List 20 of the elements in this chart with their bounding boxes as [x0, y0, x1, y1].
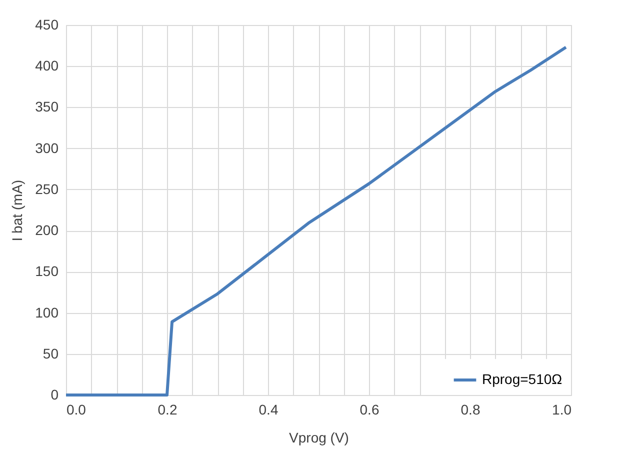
y-tick-label: 50 [42, 345, 59, 362]
x-tick-label: 0.8 [460, 402, 480, 418]
y-tick-label: 350 [35, 98, 59, 115]
x-tick-label: 0.6 [360, 402, 380, 418]
y-tick-label: 200 [35, 222, 59, 238]
y-axis-title: I bat (mA) [9, 180, 26, 242]
x-axis-title: Vprog (V) [289, 430, 349, 446]
y-tick-label: 150 [35, 263, 59, 280]
y-tick-label: 300 [35, 140, 59, 156]
x-tick-label: 1.0 [552, 402, 572, 418]
x-tick-label: 0.2 [158, 402, 178, 418]
y-tick-label: 400 [35, 58, 59, 74]
y-tick-label: 250 [35, 180, 59, 197]
y-tick-label: 0 [50, 386, 59, 402]
y-tick-label: 450 [35, 16, 59, 32]
x-tick-label: 0.0 [66, 402, 86, 418]
legend-label: Rprog=510Ω [482, 371, 562, 387]
x-tick-label: 0.4 [258, 402, 278, 418]
line-series [64, 46, 568, 396]
y-tick-label: 100 [35, 304, 59, 320]
